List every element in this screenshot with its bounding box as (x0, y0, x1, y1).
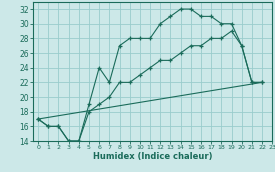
X-axis label: Humidex (Indice chaleur): Humidex (Indice chaleur) (93, 152, 212, 161)
